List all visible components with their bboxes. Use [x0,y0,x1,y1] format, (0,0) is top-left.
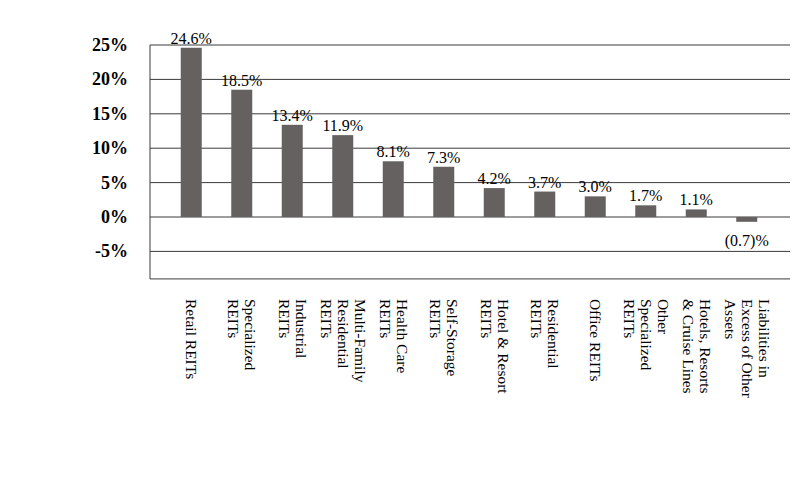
data-label: 8.1% [377,143,410,160]
y-tick-label: 25% [92,35,128,55]
x-tick-label: Hotels, Resorts& Cruise Lines [680,299,714,394]
bar [736,217,757,222]
x-tick-label: Multi-FamilyResidentialREITs [318,299,369,383]
x-tick-label: Liabilities inExcess of OtherAssets [722,299,773,399]
plot-bottom [150,278,790,279]
y-tick-label: 0% [101,207,128,227]
grid-line [150,45,790,46]
data-label: 1.1% [680,191,713,208]
data-label: 4.2% [478,170,511,187]
bar [585,196,606,217]
x-tick-label: OtherSpecializedREITs [621,299,672,371]
x-tick-label: Retail REITs [183,299,200,379]
data-label: 24.6% [171,30,212,47]
y-axis [150,45,151,279]
bar [484,188,505,217]
bar [181,48,202,217]
bar [282,125,303,217]
data-label: (0.7)% [725,232,769,250]
data-label: 1.7% [629,187,662,204]
grid-line [150,251,790,252]
x-tick-label: ResidentialREITs [528,299,562,369]
x-tick-label: Health CareREITs [377,299,411,374]
bar [231,90,252,217]
y-tick-label: 20% [92,69,128,89]
chart: -5% 0% 5% 10% 15% 20% 25% 24.6% 18.5% 13.4% 11.9% 8… [0,0,812,480]
bar [332,135,353,217]
x-tick-label: Self-StorageREITs [427,299,461,377]
bar [433,167,454,217]
bar [686,209,707,217]
x-tick-label: Office REITs [587,299,604,382]
bar [635,205,656,217]
grid [150,45,790,251]
x-tick-label: SpecializedREITs [225,299,259,371]
bar [534,192,555,217]
data-label: 7.3% [427,149,460,166]
y-tick-label: 5% [101,173,128,193]
data-label: 11.9% [322,117,363,134]
y-tick-label: 10% [92,138,128,158]
y-tick-label: -5% [95,241,128,261]
data-label: 18.5% [221,72,262,89]
data-label: 3.7% [528,174,561,191]
x-tick-label: Hotel & ResortREITs [478,299,512,394]
x-tick-label: IndustrialREITs [276,299,310,358]
data-label: 13.4% [272,107,313,124]
bars [181,48,758,222]
bar [383,161,404,217]
y-tick-label: 15% [92,104,128,124]
data-label: 3.0% [579,178,612,195]
